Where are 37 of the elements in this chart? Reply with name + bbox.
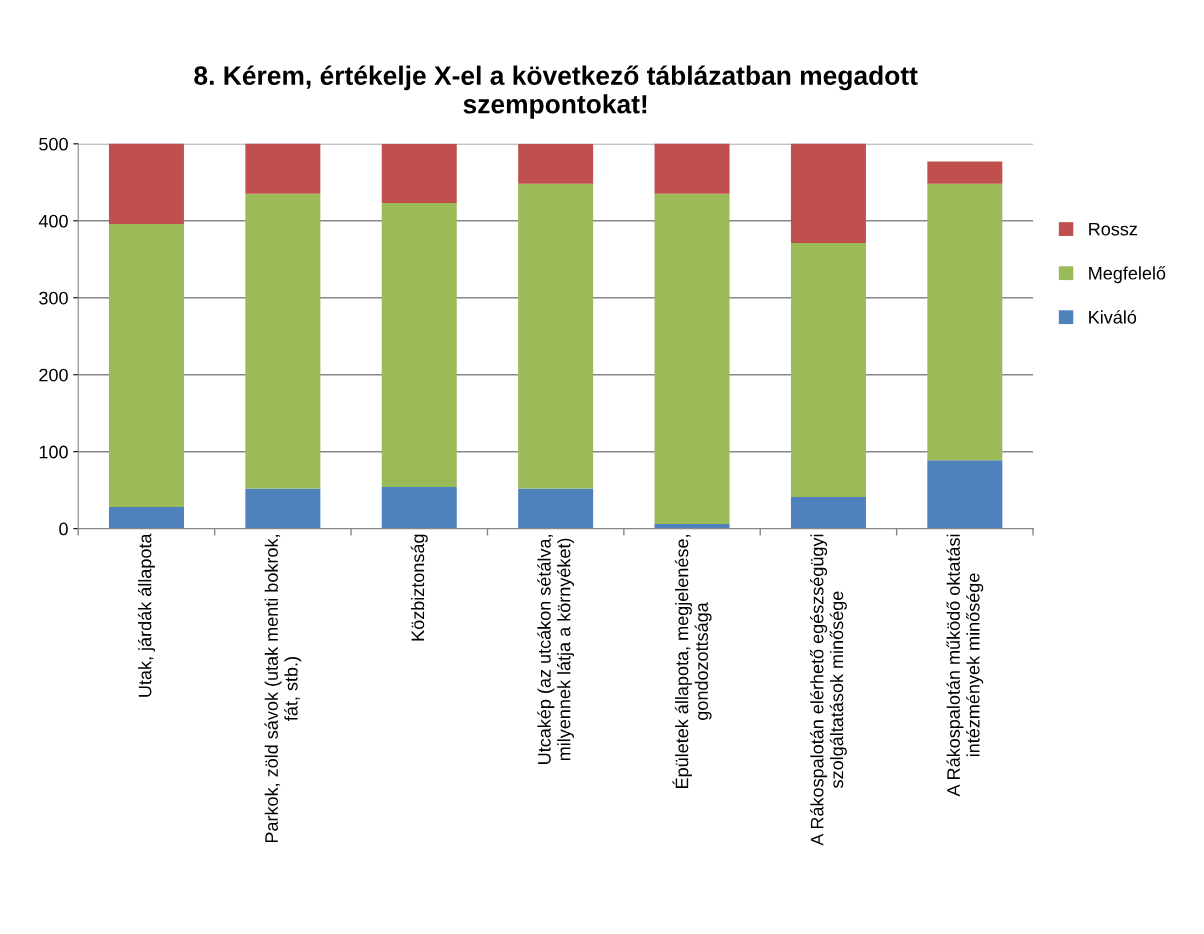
bar [654,193,730,525]
x-tick-label: A Rákospalotán működő oktatási intézmények minősége [946,534,984,797]
bar [108,507,184,529]
y-tick-label: 300 [39,291,68,305]
bar [927,161,1003,184]
bar [108,143,184,224]
x-tick-label: Épületek állapota, megjelenése, gondozottsága [672,535,712,788]
y-tick-label: 0 [59,522,68,536]
bar [518,488,594,529]
bar [927,460,1003,529]
bar [381,487,457,529]
y-tick-label: 500 [39,137,68,151]
bar [381,143,457,204]
bar [245,488,321,529]
bar [790,497,866,529]
y-tick-label: 100 [39,445,68,459]
legend-label: Megfelelő [1089,266,1166,284]
bar [654,143,730,194]
x-tick-label: Közbiztonság [410,534,428,641]
legend-label: Rossz [1089,222,1137,236]
x-tick-label: Parkok, zöld sávok (utak menti bokrok, fát, stb.) [264,535,302,843]
bar [790,243,866,498]
bar [245,193,321,489]
legend-label: Kiváló [1089,310,1137,324]
y-tick-label: 400 [38,214,68,228]
bar [108,223,184,508]
y-tick-label: 200 [39,368,68,382]
bar [518,183,594,489]
bar [790,143,866,244]
chart-title: 8. Kérem, értékelje X-el a következő táblázatban megadott szempontokat! [194,65,918,119]
bar [245,143,321,194]
x-tick-label: Utak, járdák állapota [137,533,155,697]
bar [927,183,1003,461]
x-tick-label: Utcakép (az utcákon sétálva, milyennek látja a környéket) [537,535,575,764]
x-tick-label: A Rákospalotán elérhető egészségügyi szolgáltatások minősége [810,534,847,846]
bar [381,203,457,488]
bar [518,143,594,184]
